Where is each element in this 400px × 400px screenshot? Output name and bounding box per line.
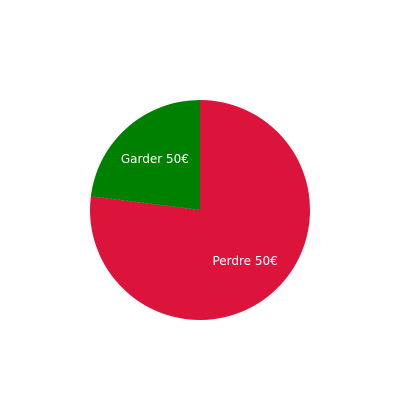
pie-slices: [90, 99, 311, 321]
pie-labels: Perdre 50€ Garder 50€: [121, 152, 278, 268]
pie-slice-0: [90, 99, 311, 321]
pie-slice-label-1: Garder 50€: [121, 152, 189, 166]
pie-slice-label-0: Perdre 50€: [212, 254, 277, 268]
pie-slice-1: [90, 100, 200, 210]
